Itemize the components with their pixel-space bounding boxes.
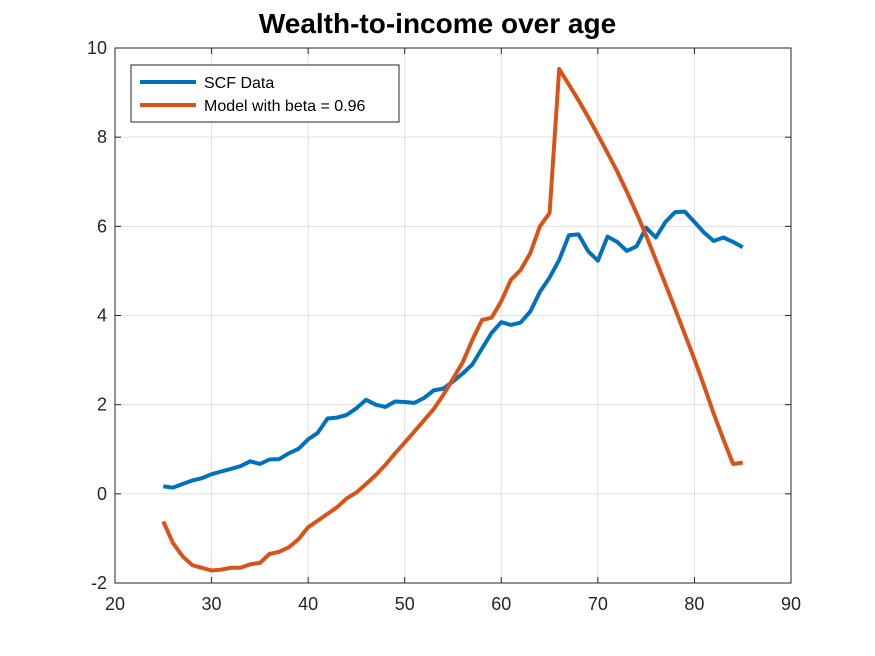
y-tick-label: -2 xyxy=(91,573,107,593)
series-line-scf-data xyxy=(163,209,744,490)
grid-lines xyxy=(114,47,792,584)
y-tick-label: 2 xyxy=(97,395,107,415)
x-tick-label: 80 xyxy=(684,594,704,614)
legend-box xyxy=(130,64,400,123)
legend: SCF Data Model with beta = 0.96 xyxy=(130,64,400,123)
series-line-model xyxy=(161,67,743,573)
x-tick-label: 20 xyxy=(105,594,125,614)
x-tick-label: 30 xyxy=(202,594,222,614)
legend-label-model: Model with beta = 0.96 xyxy=(204,98,366,115)
y-tick-label: 6 xyxy=(97,216,107,236)
x-tick-label: 40 xyxy=(298,594,318,614)
y-tick-label: 0 xyxy=(97,484,107,504)
legend-label-scf-data: SCF Data xyxy=(204,75,274,92)
x-tick-label: 60 xyxy=(491,594,511,614)
series-layer xyxy=(161,67,744,573)
x-tick-label: 50 xyxy=(395,594,415,614)
chart-title: Wealth-to-income over age xyxy=(258,8,617,39)
y-tick-label: 8 xyxy=(97,127,107,147)
axis-ticks: 20 30 40 50 60 70 80 90 -2 0 2 4 6 8 10 xyxy=(87,38,801,614)
y-tick-label: 10 xyxy=(87,38,107,58)
x-tick-label: 90 xyxy=(781,594,801,614)
y-tick-label: 4 xyxy=(97,306,107,326)
x-tick-label: 70 xyxy=(588,594,608,614)
